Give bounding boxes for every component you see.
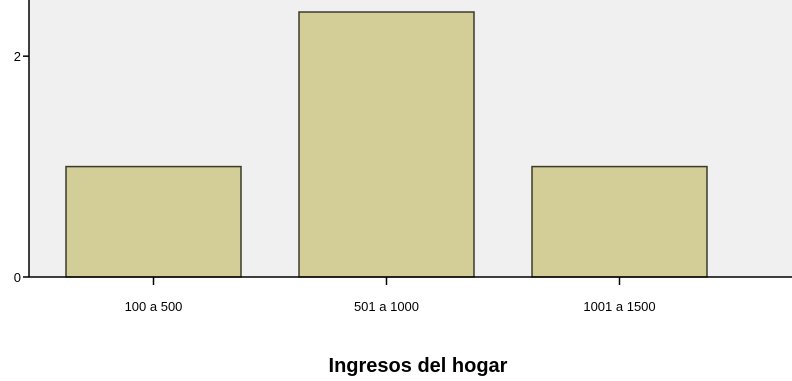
bar-3 bbox=[531, 165, 708, 278]
y-ticks-group: 02 bbox=[14, 49, 29, 285]
bar-2 bbox=[298, 11, 475, 278]
x-tick-label-1: 100 a 500 bbox=[125, 299, 183, 314]
bar-1 bbox=[65, 165, 242, 278]
x-tick-label-3: 1001 a 1500 bbox=[583, 299, 655, 314]
x-ticks-group: 100 a 500 501 a 1000 1001 a 1500 bbox=[125, 277, 656, 314]
y-tick-label-1: 2 bbox=[14, 49, 21, 64]
x-axis-title: Ingresos del hogar bbox=[329, 355, 508, 377]
bars-group bbox=[65, 11, 708, 278]
x-tick-label-2: 501 a 1000 bbox=[354, 299, 419, 314]
y-tick-label-0: 0 bbox=[14, 270, 21, 285]
